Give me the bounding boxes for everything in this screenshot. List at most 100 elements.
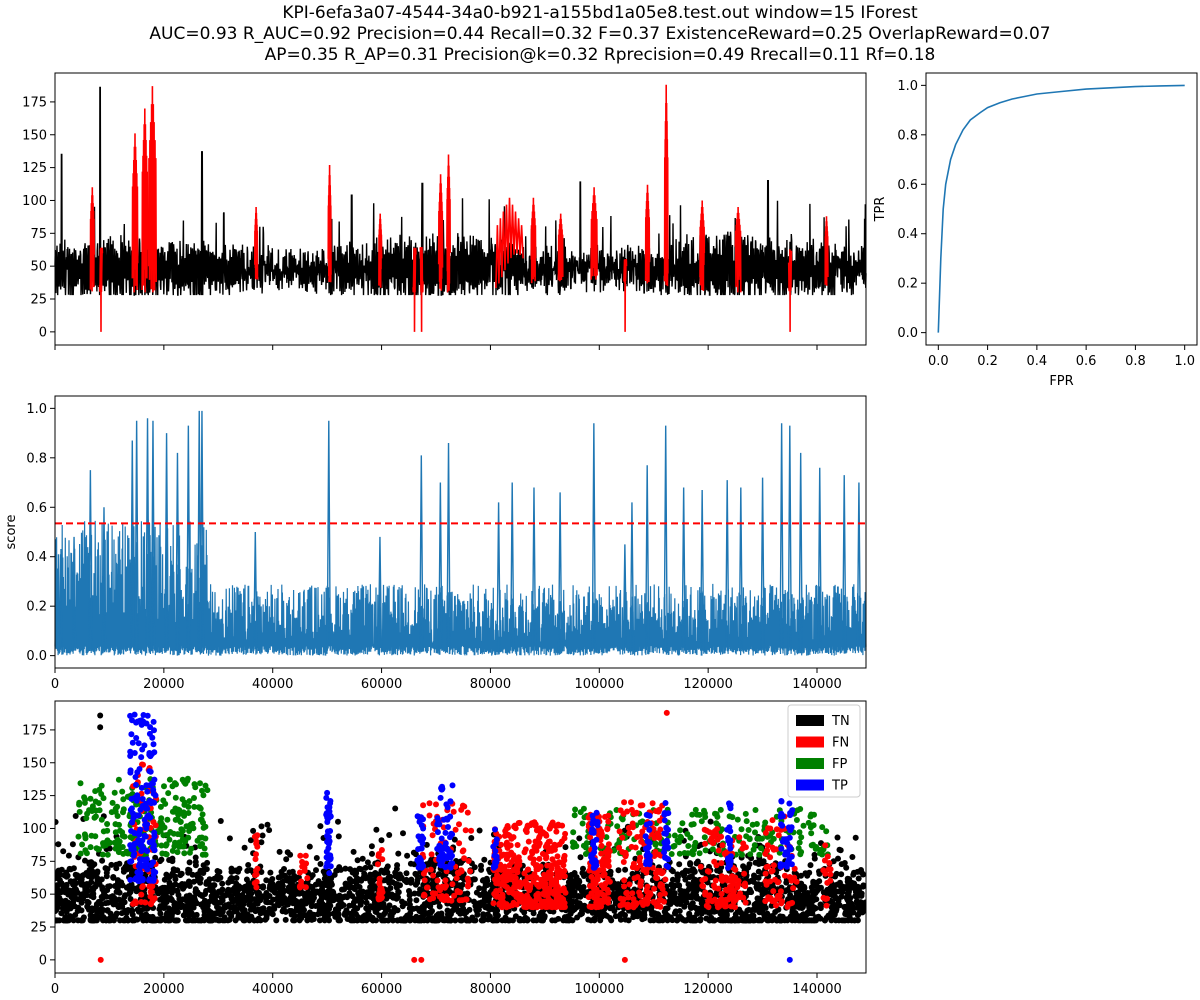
score-spike <box>738 487 744 651</box>
scatter-point-tn <box>243 876 250 883</box>
scatter-point-tn <box>140 915 147 922</box>
scatter-point-fp <box>571 812 578 819</box>
scatter-point-fp <box>87 795 94 802</box>
scatter-point-fn <box>637 880 644 887</box>
scatter-point-fn <box>378 894 385 901</box>
scatter-point-tn <box>204 859 211 866</box>
scatter-point-fp <box>76 808 83 815</box>
scatter-point-fn <box>464 882 471 889</box>
scatter-point-tn <box>478 917 485 924</box>
scatter-point-fp <box>753 821 760 827</box>
scatter-point-tn <box>104 887 111 894</box>
scatter-point-fn <box>535 890 541 897</box>
scatter-point-fp <box>167 829 174 835</box>
scatter-point-fn <box>823 902 830 909</box>
scatter-point-tp <box>136 766 143 772</box>
scatter-point-tn <box>78 899 85 906</box>
scatter-point-fn <box>742 844 749 851</box>
scatter-point-tn <box>281 898 288 905</box>
scatter-point-fn <box>421 877 428 884</box>
scatter-point-fp <box>75 833 82 840</box>
scatter-point-tn <box>289 882 296 889</box>
scatter-point-fn <box>636 858 643 865</box>
scatter-point-fn <box>546 838 553 845</box>
scatter-point-tn <box>676 908 683 914</box>
scatter-point-tn <box>189 900 196 907</box>
score-spike <box>760 477 765 651</box>
scatter-point-tn <box>801 883 808 890</box>
scatter-point-fp <box>185 810 192 816</box>
scatter-point-fn <box>303 860 310 867</box>
scatter-point-fn <box>514 861 521 868</box>
scatter-point-tn <box>843 885 850 892</box>
scatter-point-fn <box>773 902 779 909</box>
scatter-point-fp <box>161 783 167 790</box>
scatter-point-tn <box>478 866 485 873</box>
scatter-point-tn <box>317 861 324 867</box>
scatter-point-tn <box>368 889 375 896</box>
roc-xtick-label: 0.6 <box>1076 354 1097 369</box>
scatter-point-tn <box>850 871 857 878</box>
scatter-point-fp <box>77 780 84 787</box>
score-spike <box>779 423 784 651</box>
scatter-point-tn <box>413 905 420 912</box>
scatter-point-fn <box>770 846 777 853</box>
scatter-point-fn <box>549 856 556 863</box>
scatter-point-fp <box>808 842 815 849</box>
signal-anomaly-segment <box>412 247 417 332</box>
scatter-point-tn <box>94 869 101 876</box>
scatter-point-tn <box>789 906 796 913</box>
scatter-point-tn <box>116 889 123 896</box>
scatter-point-fp <box>111 789 118 796</box>
scatter-point-tn <box>233 880 240 887</box>
scatter-point-tn <box>113 910 120 917</box>
scatter-point-tp <box>150 741 157 748</box>
scatter-point-fn <box>621 877 628 884</box>
scatter-point-fp <box>172 794 179 801</box>
scatter-point-tp <box>137 842 144 849</box>
scatter-point-fn <box>548 871 555 878</box>
scatter-point-fp <box>89 803 96 810</box>
scatter-point-fn <box>598 882 605 889</box>
scatter-point-fn <box>632 844 639 851</box>
scatter-point-fn <box>553 901 560 908</box>
scatter-point-tn <box>225 886 232 893</box>
scatter-point-tn <box>60 917 67 924</box>
scatter-point-fn <box>511 823 518 830</box>
scatter-point-fn <box>429 890 436 897</box>
scatter-point-tn <box>478 862 484 869</box>
scatter-point-fp <box>106 840 113 847</box>
scatter-point-tn <box>114 877 121 884</box>
scatter-point-tn <box>391 905 398 911</box>
scatter-point-tn <box>198 917 205 924</box>
scatter-point-fn <box>434 877 441 884</box>
scatter-point-fn <box>542 884 549 890</box>
scatter-point-fp <box>746 835 753 842</box>
scatter-point-fn <box>770 888 777 895</box>
scatter-point-fn <box>622 851 629 858</box>
scatter-point-tn <box>714 867 721 874</box>
scatter-point-fn <box>298 878 305 885</box>
scatter-point-tn <box>721 882 728 889</box>
scatter-point-fn <box>450 808 457 815</box>
scatter-point-fn <box>536 835 542 841</box>
score-spike <box>101 507 107 651</box>
scatter-point-tn <box>75 904 82 911</box>
scatter-point-tn <box>60 902 67 909</box>
scatter-point-tn <box>258 823 265 830</box>
scatter-point-fn <box>639 828 646 835</box>
scatter-point-tn <box>796 904 803 911</box>
scatter-point-fn <box>775 879 782 886</box>
scatter-point-fp <box>199 811 206 818</box>
scatter-point-tn <box>362 875 369 882</box>
scatter-point-tn <box>807 862 814 869</box>
scatter-point-fp <box>201 845 208 852</box>
score-spike <box>88 470 93 651</box>
scatter-point-tn <box>759 888 766 895</box>
scatter-point-tn <box>420 905 427 912</box>
scatter-point-fp <box>719 826 725 833</box>
scatter-point-fn <box>765 825 771 832</box>
scatter-point-fn <box>742 899 749 906</box>
scatter-point-fn <box>149 897 156 904</box>
